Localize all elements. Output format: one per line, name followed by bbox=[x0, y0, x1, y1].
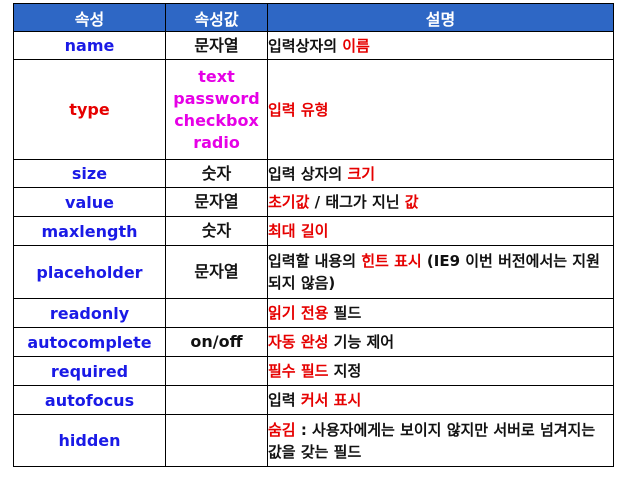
desc-highlight: 자동 완성 bbox=[268, 333, 329, 351]
attr-cell: name bbox=[13, 31, 166, 60]
table-row: placeholder 문자열 입력할 내용의 힌트 표시 (IE9 이번 버전… bbox=[13, 245, 614, 299]
table-row: hidden 숨김 : 사용자에게는 보이지 않지만 서버로 넘겨지는 값을 갖… bbox=[13, 414, 614, 467]
desc-text: / 태그가 지닌 bbox=[309, 193, 405, 211]
desc-text: 필드 bbox=[328, 304, 362, 322]
table-row: required 필수 필드 지정 bbox=[13, 356, 614, 386]
attr-cell: hidden bbox=[13, 414, 166, 467]
attr-cell: value bbox=[13, 187, 166, 217]
desc-cell: 최대 길이 bbox=[267, 216, 614, 246]
desc-text: : 사용자에게는 보이지 않지만 서버로 넘겨지는 값을 갖는 필드 bbox=[268, 420, 596, 461]
desc-text: 입력상자의 bbox=[268, 36, 343, 55]
attr-cell: autocomplete bbox=[13, 327, 166, 357]
desc-highlight: 값 bbox=[404, 193, 419, 211]
desc-highlight: 커서 표시 bbox=[300, 391, 362, 409]
desc-text: 입력할 내용의 bbox=[268, 252, 362, 270]
attribute-table: 속성 속성값 설명 name 문자열 입력상자의 이름 type text pa… bbox=[13, 3, 614, 467]
value-cell bbox=[165, 385, 268, 415]
header-row: 속성 속성값 설명 bbox=[13, 3, 614, 32]
desc-highlight: 입력 유형 bbox=[268, 100, 329, 119]
desc-cell: 초기값 / 태그가 지닌 값 bbox=[267, 187, 614, 217]
desc-highlight: 이름 bbox=[342, 36, 370, 55]
table-row: size 숫자 입력 상자의 크기 bbox=[13, 159, 614, 188]
desc-cell: 입력 상자의 크기 bbox=[267, 159, 614, 188]
table-row: name 문자열 입력상자의 이름 bbox=[13, 31, 614, 60]
desc-highlight: 크기 bbox=[347, 164, 376, 183]
desc-highlight: 필수 필드 bbox=[268, 362, 329, 380]
attr-cell: maxlength bbox=[13, 216, 166, 246]
desc-cell: 입력상자의 이름 bbox=[267, 31, 614, 60]
desc-text: 입력 bbox=[268, 391, 301, 409]
attr-cell: autofocus bbox=[13, 385, 166, 415]
value-option: checkbox bbox=[174, 110, 259, 130]
header-attribute: 속성 bbox=[13, 3, 166, 32]
desc-cell: 읽기 전용 필드 bbox=[267, 298, 614, 328]
attr-cell: size bbox=[13, 159, 166, 188]
value-option: text bbox=[198, 66, 235, 86]
attr-cell: required bbox=[13, 356, 166, 386]
table-row: readonly 읽기 전용 필드 bbox=[13, 298, 614, 328]
attr-cell: placeholder bbox=[13, 245, 166, 299]
desc-highlight: 초기값 bbox=[268, 193, 310, 211]
desc-cell: 필수 필드 지정 bbox=[267, 356, 614, 386]
desc-cell: 입력 유형 bbox=[267, 59, 614, 160]
attr-cell: readonly bbox=[13, 298, 166, 328]
desc-cell: 자동 완성 기능 제어 bbox=[267, 327, 614, 357]
desc-highlight: 숨김 bbox=[268, 420, 296, 439]
desc-highlight: 읽기 전용 bbox=[268, 304, 329, 322]
value-cell: on/off bbox=[165, 327, 268, 357]
attr-cell: type bbox=[13, 59, 166, 160]
desc-cell: 입력할 내용의 힌트 표시 (IE9 이번 버전에서는 지원되지 않음) bbox=[267, 245, 614, 299]
value-cell: 숫자 bbox=[165, 216, 268, 246]
header-attribute-value: 속성값 bbox=[165, 3, 268, 32]
value-cell: 문자열 bbox=[165, 187, 268, 217]
desc-highlight: 힌트 표시 bbox=[361, 252, 422, 270]
value-cell: text password checkbox radio bbox=[165, 59, 268, 160]
desc-text: 지정 bbox=[328, 362, 362, 380]
desc-text: 기능 제어 bbox=[328, 333, 395, 351]
table-row: autofocus 입력 커서 표시 bbox=[13, 385, 614, 415]
value-cell: 문자열 bbox=[165, 245, 268, 299]
desc-cell: 숨김 : 사용자에게는 보이지 않지만 서버로 넘겨지는 값을 갖는 필드 bbox=[267, 414, 614, 467]
desc-text: (IE9 이번 버전에서는 지원되지 않음) bbox=[268, 252, 600, 292]
value-option: radio bbox=[193, 132, 240, 152]
value-cell bbox=[165, 298, 268, 328]
desc-text: 입력 상자의 bbox=[268, 164, 348, 183]
value-cell bbox=[165, 356, 268, 386]
table-row: autocomplete on/off 자동 완성 기능 제어 bbox=[13, 327, 614, 357]
value-cell bbox=[165, 414, 268, 467]
desc-cell: 입력 커서 표시 bbox=[267, 385, 614, 415]
header-description: 설명 bbox=[267, 3, 614, 32]
value-cell: 문자열 bbox=[165, 31, 268, 60]
table-row: maxlength 숫자 최대 길이 bbox=[13, 216, 614, 246]
desc-highlight: 최대 길이 bbox=[268, 222, 329, 240]
table-row: value 문자열 초기값 / 태그가 지닌 값 bbox=[13, 187, 614, 217]
value-cell: 숫자 bbox=[165, 159, 268, 188]
value-option: password bbox=[173, 88, 260, 108]
table-row: type text password checkbox radio 입력 유형 bbox=[13, 59, 614, 160]
